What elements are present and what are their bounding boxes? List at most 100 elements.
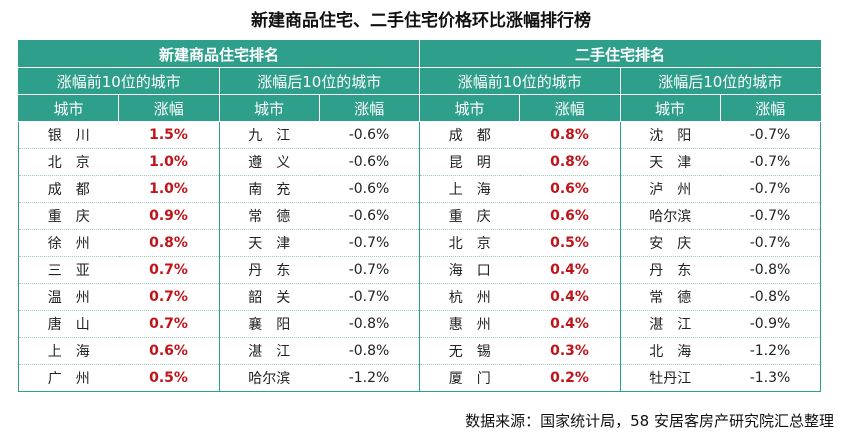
second-top-city-cell: 上 海 — [419, 175, 520, 203]
second-top-change-cell: 0.3% — [519, 337, 621, 365]
new-top-change-cell: 1.0% — [118, 148, 219, 176]
new-bottom-city-cell: 遵 义 — [218, 148, 319, 176]
new-top-city-cell: 三 亚 — [18, 256, 119, 284]
new-bottom-city-cell: 韶 关 — [218, 283, 319, 311]
table-row: 徐 州 0.8% 天 津 -0.7% 北 京 0.5% 安 庆 -0.7% — [18, 229, 822, 257]
table-row: 三 亚 0.7% 丹 东 -0.7% 海 口 0.4% 丹 东 -0.8% — [18, 256, 822, 284]
second-top-city-cell: 惠 州 — [419, 310, 520, 338]
new-top-city-cell: 上 海 — [18, 337, 119, 365]
new-top-change-cell: 0.7% — [118, 310, 219, 338]
page-title: 新建商品住宅、二手住宅价格环比涨幅排行榜 — [251, 11, 591, 31]
ranking-table: 新建商品住宅排名 二手住宅排名 涨幅前10位的城市 涨幅后10位的城市 涨幅前1… — [17, 40, 822, 392]
second-bottom-city-cell: 安 庆 — [619, 229, 721, 257]
new-bottom-change-cell: -0.8% — [319, 310, 420, 338]
second-bottom-change-cell: -0.8% — [720, 256, 822, 284]
group-second-top-header: 涨幅前10位的城市 — [419, 67, 621, 95]
second-top-city-cell: 厦 门 — [419, 364, 520, 392]
second-top-city-cell: 海 口 — [419, 256, 520, 284]
second-bottom-city-cell: 丹 东 — [619, 256, 721, 284]
new-bottom-change-cell: -0.6% — [319, 202, 420, 230]
new-bottom-city-cell: 南 充 — [218, 175, 319, 203]
table-row: 唐 山 0.7% 襄 阳 -0.8% 惠 州 0.4% 湛 江 -0.9% — [18, 310, 822, 338]
second-top-city-cell: 重 庆 — [419, 202, 520, 230]
new-bottom-city-cell: 湛 江 — [218, 337, 319, 365]
second-bottom-change-cell: -0.7% — [720, 175, 822, 203]
group-second-bottom-header: 涨幅后10位的城市 — [619, 67, 822, 95]
new-top-city-cell: 徐 州 — [18, 229, 119, 257]
second-bottom-change-cell: -1.3% — [720, 364, 822, 392]
second-bottom-city-cell: 泸 州 — [619, 175, 721, 203]
second-bottom-city-cell: 哈尔滨 — [619, 202, 721, 230]
new-top-city-cell: 重 庆 — [18, 202, 119, 230]
second-top-city-cell: 昆 明 — [419, 148, 520, 176]
second-bottom-change-cell: -1.2% — [720, 337, 822, 365]
second-top-city-cell: 北 京 — [419, 229, 520, 257]
table-row: 重 庆 0.9% 常 德 -0.6% 重 庆 0.6% 哈尔滨 -0.7% — [18, 202, 822, 230]
second-top-change-cell: 0.8% — [519, 148, 621, 176]
second-bottom-city-cell: 北 海 — [619, 337, 721, 365]
new-bottom-change-cell: -0.6% — [319, 121, 420, 149]
table-row: 温 州 0.7% 韶 关 -0.7% 杭 州 0.4% 常 德 -0.8% — [18, 283, 822, 311]
new-bottom-change-cell: -0.6% — [319, 148, 420, 176]
col-header-change: 涨幅 — [519, 94, 621, 122]
second-top-change-cell: 0.4% — [519, 256, 621, 284]
table-row: 北 京 1.0% 遵 义 -0.6% 昆 明 0.8% 天 津 -0.7% — [18, 148, 822, 176]
second-top-change-cell: 0.4% — [519, 310, 621, 338]
new-top-city-cell: 北 京 — [18, 148, 119, 176]
col-header-change: 涨幅 — [719, 94, 822, 122]
section-header-row: 新建商品住宅排名 二手住宅排名 — [17, 40, 822, 68]
second-bottom-change-cell: -0.7% — [720, 202, 822, 230]
second-top-change-cell: 0.6% — [519, 175, 621, 203]
new-top-city-cell: 唐 山 — [18, 310, 119, 338]
col-header-city: 城市 — [218, 94, 320, 122]
second-top-change-cell: 0.8% — [519, 121, 621, 149]
group-new-top-header: 涨幅前10位的城市 — [18, 67, 220, 95]
new-top-change-cell: 0.6% — [118, 337, 219, 365]
table-row: 银 川 1.5% 九 江 -0.6% 成 都 0.8% 沈 阳 -0.7% — [18, 121, 822, 149]
new-bottom-city-cell: 哈尔滨 — [218, 364, 319, 392]
new-top-city-cell: 广 州 — [18, 364, 119, 392]
new-top-change-cell: 0.9% — [118, 202, 219, 230]
table-row: 上 海 0.6% 湛 江 -0.8% 无 锡 0.3% 北 海 -1.2% — [18, 337, 822, 365]
new-top-city-cell: 成 都 — [18, 175, 119, 203]
col-header-city: 城市 — [619, 94, 721, 122]
new-bottom-change-cell: -1.2% — [319, 364, 420, 392]
second-top-change-cell: 0.5% — [519, 229, 621, 257]
new-bottom-city-cell: 常 德 — [218, 202, 319, 230]
new-top-change-cell: 0.7% — [118, 283, 219, 311]
second-top-city-cell: 无 锡 — [419, 337, 520, 365]
new-bottom-city-cell: 九 江 — [218, 121, 319, 149]
second-bottom-city-cell: 牡丹江 — [619, 364, 721, 392]
second-top-change-cell: 0.4% — [519, 283, 621, 311]
table-row: 广 州 0.5% 哈尔滨 -1.2% 厦 门 0.2% 牡丹江 -1.3% — [18, 364, 822, 392]
new-bottom-change-cell: -0.6% — [319, 175, 420, 203]
group-header-row: 涨幅前10位的城市 涨幅后10位的城市 涨幅前10位的城市 涨幅后10位的城市 — [18, 67, 822, 95]
second-bottom-change-cell: -0.8% — [720, 283, 822, 311]
new-bottom-change-cell: -0.7% — [319, 229, 420, 257]
new-bottom-city-cell: 丹 东 — [218, 256, 319, 284]
col-header-city: 城市 — [419, 94, 521, 122]
group-new-bottom-header: 涨幅后10位的城市 — [218, 67, 421, 95]
second-bottom-change-cell: -0.7% — [720, 229, 822, 257]
new-bottom-city-cell: 天 津 — [218, 229, 319, 257]
new-top-change-cell: 0.5% — [118, 364, 219, 392]
second-bottom-city-cell: 湛 江 — [619, 310, 721, 338]
new-bottom-change-cell: -0.8% — [319, 337, 420, 365]
col-header-change: 涨幅 — [118, 94, 220, 122]
new-bottom-city-cell: 襄 阳 — [218, 310, 319, 338]
section-new-header: 新建商品住宅排名 — [17, 40, 421, 68]
second-top-change-cell: 0.2% — [519, 364, 621, 392]
new-top-city-cell: 银 川 — [18, 121, 119, 149]
col-header-city: 城市 — [18, 94, 119, 122]
second-bottom-change-cell: -0.9% — [720, 310, 822, 338]
second-bottom-change-cell: -0.7% — [720, 148, 822, 176]
new-top-change-cell: 0.7% — [118, 256, 219, 284]
second-bottom-change-cell: -0.7% — [720, 121, 822, 149]
new-top-change-cell: 1.0% — [118, 175, 219, 203]
new-top-city-cell: 温 州 — [18, 283, 119, 311]
second-top-change-cell: 0.6% — [519, 202, 621, 230]
second-bottom-city-cell: 天 津 — [619, 148, 721, 176]
second-bottom-city-cell: 常 德 — [619, 283, 721, 311]
new-top-change-cell: 1.5% — [118, 121, 219, 149]
second-top-city-cell: 杭 州 — [419, 283, 520, 311]
